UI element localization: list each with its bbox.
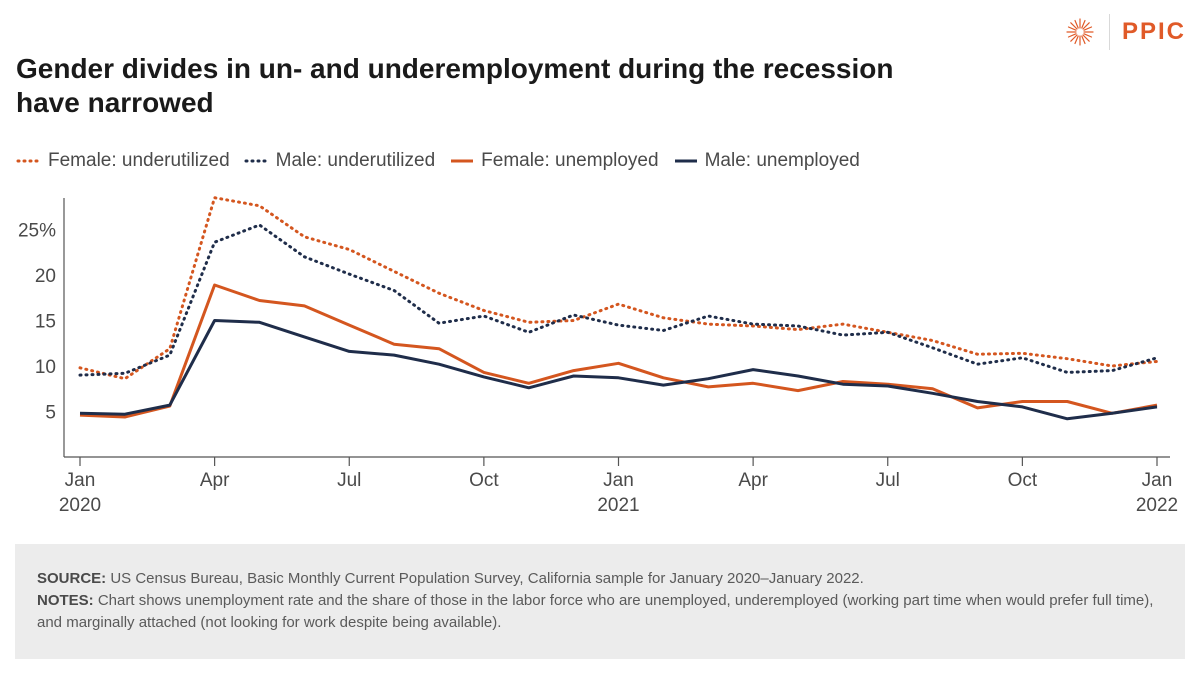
legend-label: Male: unemployed (704, 150, 860, 171)
y-tick-label: 10 (35, 357, 56, 378)
legend-item: Male: unemployed (673, 150, 860, 172)
x-tick-label: Jan (603, 470, 634, 491)
legend-line-swatch (674, 159, 697, 163)
x-tick-year-label: 2022 (1136, 495, 1178, 516)
y-tick-label: 15 (35, 312, 56, 333)
x-tick-label: Jul (337, 470, 361, 491)
legend-dotted-swatch (244, 159, 270, 163)
series-line-male-unemployed (79, 319, 1158, 421)
ppic-logo[interactable]: PPIC (1065, 14, 1186, 50)
series-line-female-unemployed (79, 283, 1158, 419)
x-tick-label: Apr (200, 470, 230, 491)
legend-item: Female: underutilized (16, 150, 230, 172)
notes-text: Chart shows unemployment rate and the sh… (37, 592, 1154, 631)
chart-title: Gender divides in un- and underemploymen… (16, 53, 894, 118)
legend-label: Female: unemployed (481, 150, 659, 171)
legend-line-swatch (451, 159, 474, 163)
legend-dotted-swatch (16, 159, 42, 163)
source-text: US Census Bureau, Basic Monthly Current … (110, 570, 864, 587)
line-chart: 5 10 15 20 25% Jan 2020 Apr Jul Oct Jan 2021 Apr Jul O… (18, 196, 1178, 516)
x-tick-year-label: 2021 (597, 495, 639, 516)
series-line-female-underutilized (78, 196, 1159, 381)
x-tick-year-label: 2020 (59, 495, 101, 516)
legend-label: Male: underutilized (275, 150, 436, 171)
sunburst-icon (1066, 18, 1094, 46)
notes-label: NOTES: (37, 592, 94, 609)
x-tick-label: Oct (469, 470, 499, 491)
series-line-male-underutilized (78, 223, 1159, 377)
chart-legend: Female: underutilized Male: underutilized… (16, 150, 874, 172)
legend-label: Female: underutilized (48, 150, 230, 171)
logo-text: PPIC (1121, 18, 1186, 45)
y-tick-label: 5 (45, 403, 56, 424)
source-label: SOURCE: (37, 570, 107, 587)
notes-line: NOTES: Chart shows unemployment rate and… (37, 590, 1163, 634)
y-tick-label: 25% (18, 221, 56, 242)
x-tick-label: Oct (1008, 470, 1038, 491)
x-tick-label: Jan (65, 470, 96, 491)
legend-item: Female: unemployed (449, 150, 659, 172)
logo-divider (1108, 14, 1110, 50)
x-tick-label: Jan (1142, 470, 1173, 491)
notes-box: SOURCE: US Census Bureau, Basic Monthly … (15, 544, 1185, 659)
x-tick-label: Jul (876, 470, 900, 491)
legend-item: Male: underutilized (244, 150, 435, 172)
x-tick-label: Apr (738, 470, 768, 491)
y-tick-label: 20 (35, 266, 56, 287)
source-line: SOURCE: US Census Bureau, Basic Monthly … (37, 568, 1163, 590)
